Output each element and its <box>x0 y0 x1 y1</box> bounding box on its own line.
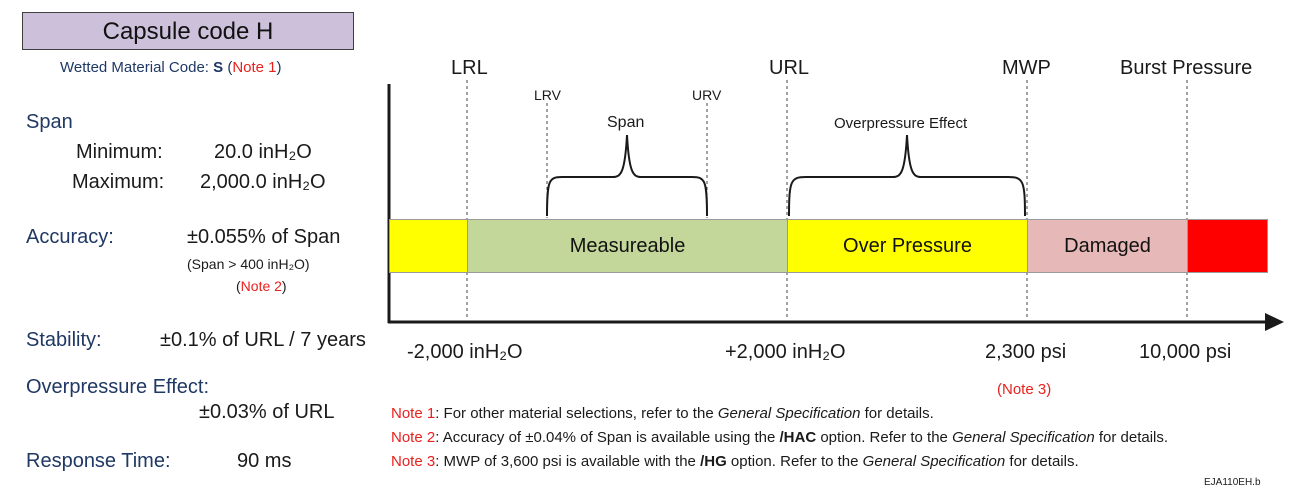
footnote-2-mid: option. Refer to the <box>816 429 953 446</box>
stability-value: ±0.1% of URL / 7 years <box>160 329 366 351</box>
overpressure-brace-label: Overpressure Effect <box>834 115 968 132</box>
band-damaged: Damaged <box>1027 219 1188 273</box>
span-label: Span <box>26 111 73 133</box>
span-brace <box>546 134 708 217</box>
footnote-3-tag: Note 3 <box>391 453 436 470</box>
overpressure-effect-label: Overpressure Effect: <box>26 376 210 398</box>
mwp-note-link: Note 3 <box>1002 381 1047 398</box>
axis-value-url: +2,000 inH₂O <box>725 341 846 363</box>
wetted-code: S <box>213 59 224 76</box>
axis-arrow-head <box>1265 313 1284 331</box>
overpressure-brace <box>788 134 1026 217</box>
footnote-1: Note 1: For other material selections, r… <box>391 405 934 422</box>
mwp-note-ref: (Note 3) <box>997 381 1051 398</box>
footnote-1-post: for details. <box>860 405 934 422</box>
footnote-2-tag: Note 2 <box>391 429 436 446</box>
accuracy-condition: (Span > 400 inH₂O) <box>187 256 310 272</box>
burst-pressure-label: Burst Pressure <box>1120 57 1253 79</box>
axis-value-lrl: -2,000 inH₂O <box>407 341 523 363</box>
wetted-open: ( <box>223 59 233 76</box>
band-yellow-low <box>389 219 468 273</box>
accuracy-note: (Note 2) <box>236 278 287 294</box>
axis-value-mwp: 2,300 psi <box>985 341 1067 363</box>
mwp-note-close: ) <box>1046 381 1052 398</box>
band-burst-red <box>1187 219 1268 273</box>
stability-label: Stability: <box>26 329 102 351</box>
footnote-3-italic: General Specification <box>862 453 1006 470</box>
figure-id: EJA110EH.b <box>1204 477 1261 488</box>
minimum-value: 20.0 inH₂O <box>214 141 312 163</box>
accuracy-note-open: ( <box>236 278 241 294</box>
accuracy-note-link: Note 2 <box>240 278 282 294</box>
url-label: URL <box>769 57 810 79</box>
overpressure-effect-value: ±0.03% of URL <box>199 401 335 423</box>
response-time-value: 90 ms <box>237 450 292 472</box>
accuracy-note-close: ) <box>281 278 287 294</box>
footnote-3: Note 3: MWP of 3,600 psi is available wi… <box>391 453 1079 470</box>
accuracy-label: Accuracy: <box>26 226 114 248</box>
urv-label: URV <box>692 87 722 103</box>
band-over-pressure: Over Pressure <box>787 219 1028 273</box>
footnote-2-text: : Accuracy of ±0.04% of Span is availabl… <box>435 429 780 446</box>
wetted-close: ) <box>276 59 282 76</box>
footnote-3-bold: /HG <box>700 453 727 470</box>
axis-value-burst: 10,000 psi <box>1139 341 1232 363</box>
maximum-value: 2,000.0 inH₂O <box>200 171 326 193</box>
footnote-3-text: : MWP of 3,600 psi is available with the <box>435 453 701 470</box>
wetted-note-link: Note 1 <box>232 59 277 76</box>
band-measureable: Measureable <box>467 219 788 273</box>
mwp-label: MWP <box>1002 57 1051 79</box>
response-time-label: Response Time: <box>26 450 171 472</box>
wetted-material-line: Wetted Material Code: S (Note 1) <box>60 59 282 76</box>
span-brace-label: Span <box>607 114 645 131</box>
footnote-2-italic: General Specification <box>952 429 1095 446</box>
lrl-label: LRL <box>451 57 488 79</box>
footnote-2-post: for details. <box>1094 429 1169 446</box>
mwp-note-open: ( <box>997 381 1002 398</box>
footnote-1-tag: Note 1 <box>391 405 436 422</box>
footnote-1-text: : For other material selections, refer t… <box>435 405 718 422</box>
footnote-3-post: for details. <box>1005 453 1079 470</box>
footnote-2: Note 2: Accuracy of ±0.04% of Span is av… <box>391 429 1168 446</box>
wetted-prefix: Wetted Material Code: <box>60 59 214 76</box>
footnote-3-mid: option. Refer to the <box>726 453 863 470</box>
maximum-label: Maximum: <box>72 171 165 193</box>
footnote-2-bold: /HAC <box>779 429 817 446</box>
accuracy-value: ±0.055% of Span <box>187 226 341 248</box>
capsule-title: Capsule code H <box>22 12 354 50</box>
minimum-label: Minimum: <box>76 141 163 163</box>
lrv-label: LRV <box>534 87 561 103</box>
footnote-1-italic: General Specification <box>717 405 861 422</box>
